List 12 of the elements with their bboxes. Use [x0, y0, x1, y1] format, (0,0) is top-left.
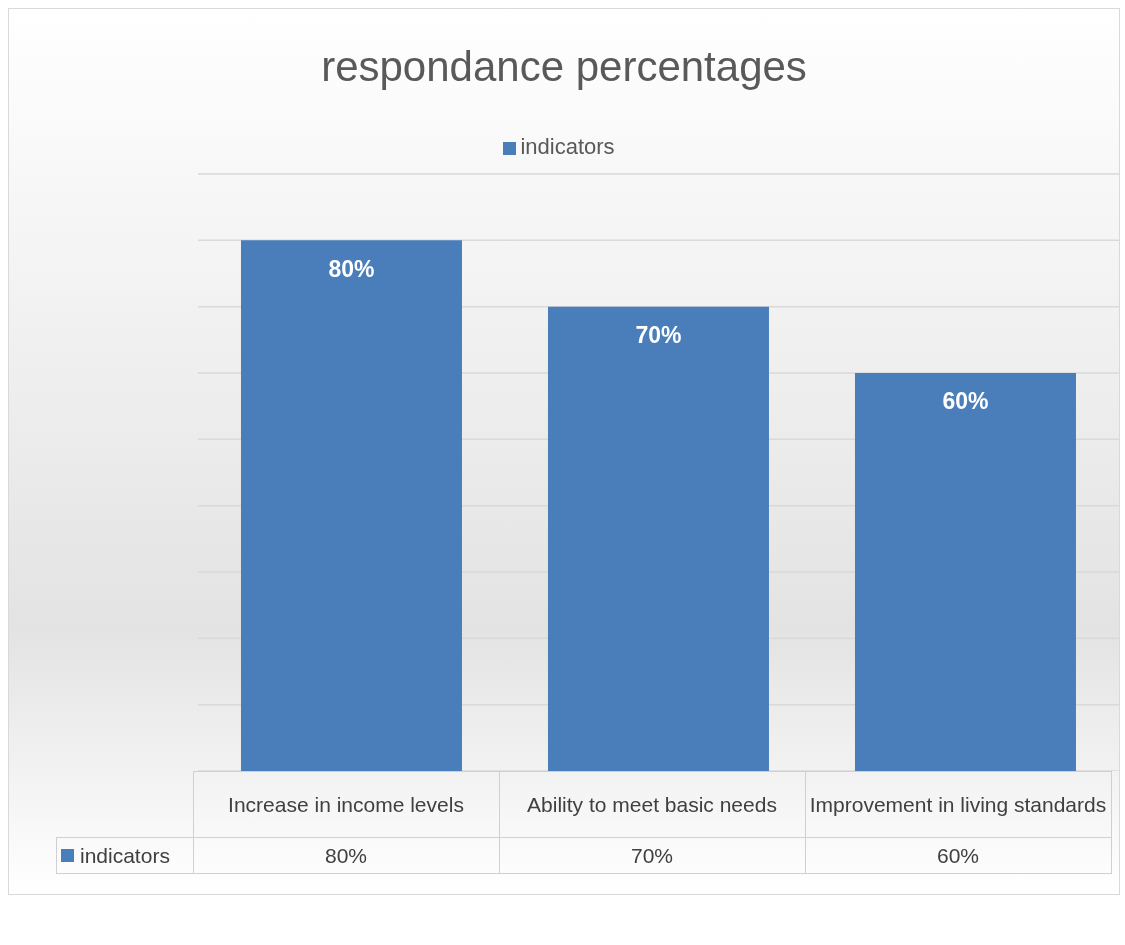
x-tick-label: Improvement in living standards [805, 771, 1111, 838]
data-label: 70% [499, 837, 805, 874]
text: 80% [328, 255, 375, 282]
text: 70% [635, 322, 682, 348]
x-tick-label: Ability to meet basic needs [499, 771, 805, 838]
legend-label: indicators [520, 134, 615, 159]
chart-title: respondance percentages [320, 42, 808, 92]
text: indicators [80, 843, 170, 867]
text: 60% [942, 388, 989, 415]
data-label: 60% [805, 837, 1111, 874]
x-tick-label: Increase in income levels [193, 771, 499, 838]
data-label: 80% [193, 837, 499, 874]
